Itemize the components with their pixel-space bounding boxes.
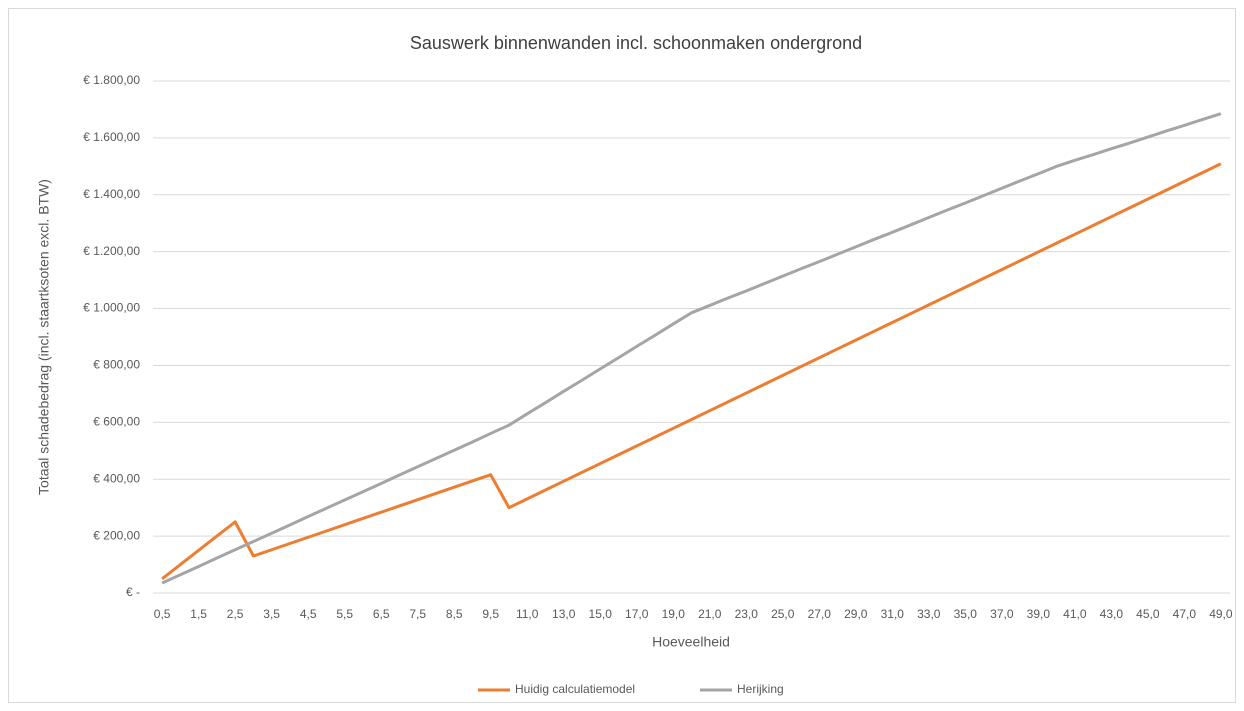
y-tick-label: € 1.400,00	[83, 187, 140, 201]
y-tick-label: € 1.200,00	[83, 244, 140, 258]
y-tick-label: € 400,00	[93, 471, 140, 485]
x-tick-label: 6,5	[373, 607, 390, 621]
x-tick-label: 27,0	[808, 607, 832, 621]
legend-label: Huidig calculatiemodel	[515, 682, 635, 696]
x-axis-label: Hoeveelheid	[652, 634, 730, 650]
x-tick-label: 13,0	[552, 607, 576, 621]
x-tick-label: 35,0	[954, 607, 978, 621]
x-tick-label: 41,0	[1063, 607, 1087, 621]
x-tick-label: 17,0	[625, 607, 649, 621]
x-tick-label: 33,0	[917, 607, 941, 621]
y-tick-label: € 1.600,00	[83, 130, 140, 144]
x-tick-label: 49,0	[1209, 607, 1233, 621]
legend-label: Herijking	[737, 682, 784, 696]
y-tick-label: € 200,00	[93, 528, 140, 542]
y-tick-label: € -	[126, 585, 140, 599]
y-tick-label: € 1.000,00	[83, 301, 140, 315]
x-tick-label: 2,5	[227, 607, 244, 621]
y-tick-label: € 600,00	[93, 415, 140, 429]
x-tick-label: 23,0	[735, 607, 759, 621]
x-tick-label: 9,5	[482, 607, 499, 621]
x-tick-label: 5,5	[336, 607, 353, 621]
x-tick-label: 1,5	[190, 607, 207, 621]
y-tick-label: € 800,00	[93, 358, 140, 372]
x-tick-label: 29,0	[844, 607, 868, 621]
chart-title: Sauswerk binnenwanden incl. schoonmaken …	[410, 33, 862, 53]
x-tick-label: 4,5	[300, 607, 317, 621]
x-tick-label: 7,5	[409, 607, 426, 621]
x-tick-label: 45,0	[1136, 607, 1160, 621]
x-tick-label: 0,5	[154, 607, 171, 621]
x-tick-label: 39,0	[1027, 607, 1051, 621]
x-tick-label: 37,0	[990, 607, 1014, 621]
x-tick-label: 21,0	[698, 607, 722, 621]
x-tick-label: 3,5	[263, 607, 280, 621]
series-line	[161, 112, 1222, 585]
x-tick-label: 43,0	[1100, 607, 1124, 621]
x-tick-label: 8,5	[446, 607, 463, 621]
y-tick-label: € 1.800,00	[83, 73, 140, 87]
x-tick-label: 15,0	[589, 607, 613, 621]
y-axis-label: Totaal schadebedrag (incl. staartksoten …	[36, 179, 52, 495]
series-line	[161, 162, 1222, 580]
x-tick-label: 19,0	[662, 607, 686, 621]
x-tick-label: 31,0	[881, 607, 905, 621]
x-tick-label: 25,0	[771, 607, 795, 621]
x-tick-label: 11,0	[516, 607, 539, 621]
x-tick-label: 47,0	[1173, 607, 1197, 621]
